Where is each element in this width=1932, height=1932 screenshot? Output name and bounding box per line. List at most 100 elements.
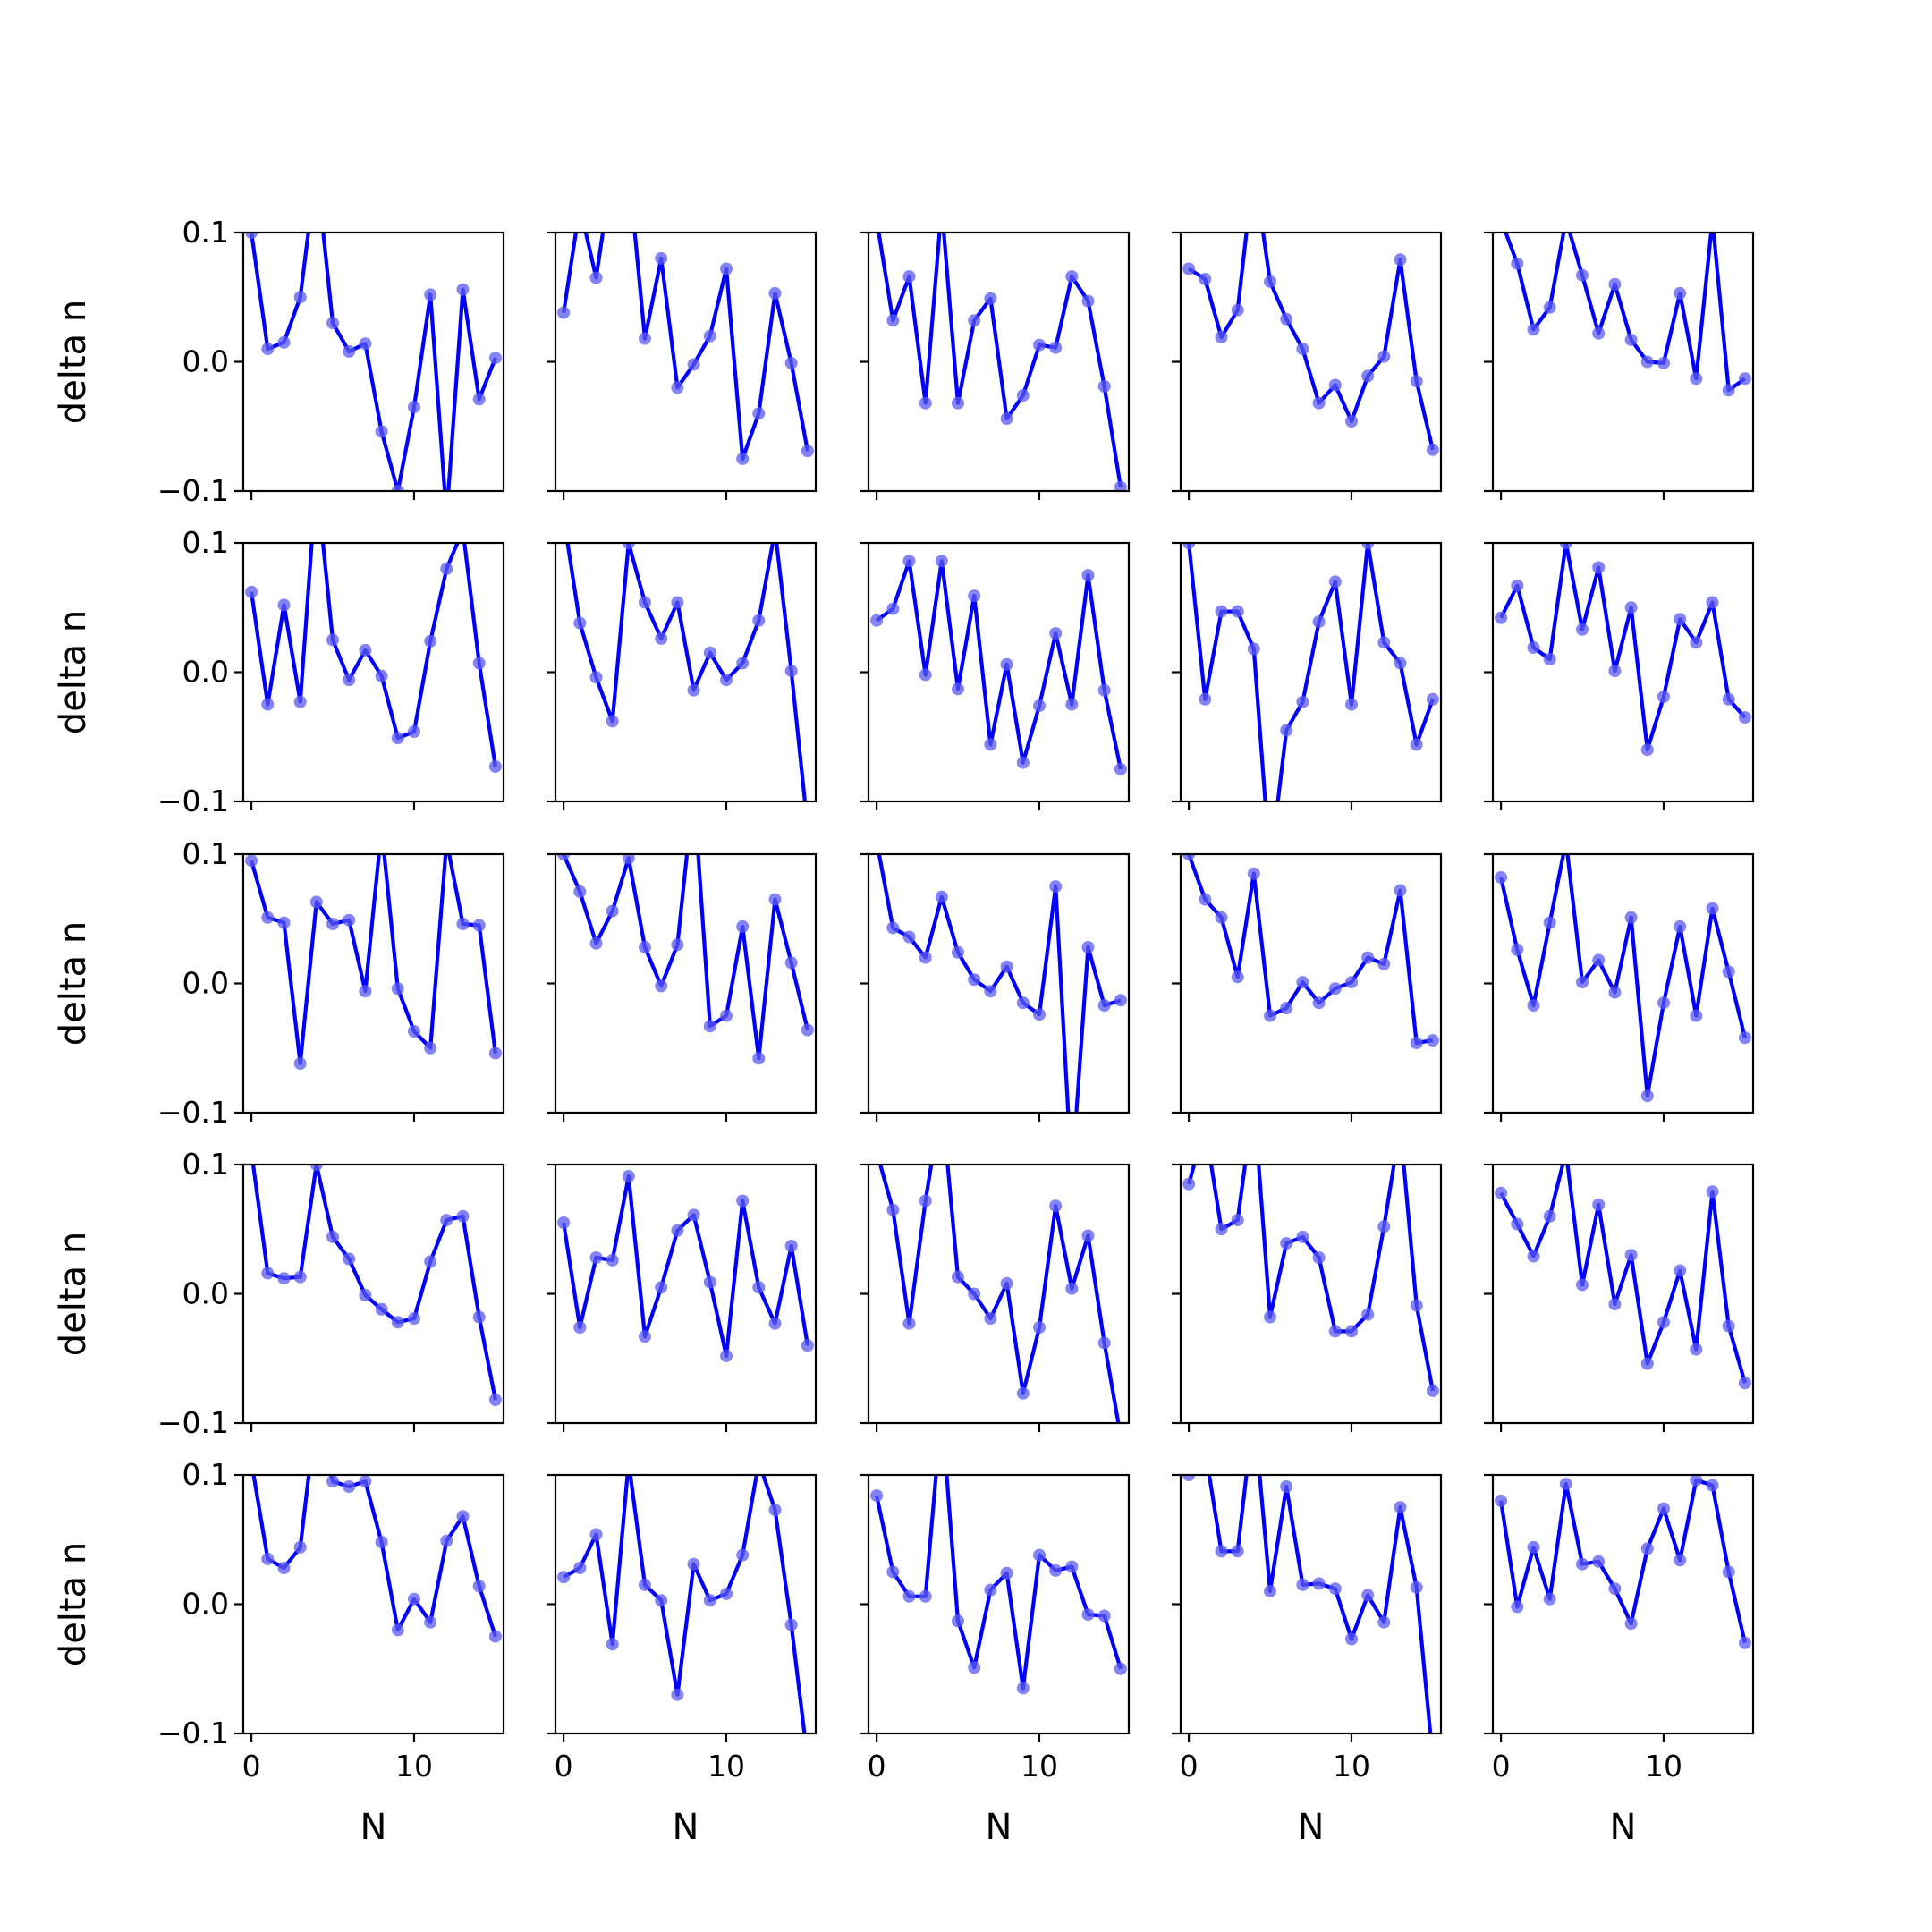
axes-frame <box>1491 541 1755 803</box>
y-tick-label: 0.0 <box>182 966 229 1001</box>
series-line <box>877 854 1122 1113</box>
data-point <box>1722 965 1735 979</box>
subplot-r5-c2: 0 10 N <box>547 1456 818 1848</box>
data-point <box>261 1552 275 1565</box>
data-point <box>1016 996 1030 1010</box>
data-point <box>277 1272 291 1285</box>
data-point <box>968 589 981 603</box>
axes-frame <box>242 231 505 493</box>
data-point <box>639 941 651 953</box>
y-axis-label: delta n <box>53 300 94 424</box>
data-point <box>1328 1325 1342 1338</box>
data-point <box>606 162 619 174</box>
data-point <box>1231 605 1244 618</box>
data-point <box>1410 738 1423 751</box>
data-point <box>472 393 486 406</box>
series-group <box>1495 543 1751 757</box>
data-point <box>1312 1251 1326 1264</box>
data-point <box>245 585 258 598</box>
data-point <box>1328 575 1342 589</box>
data-point <box>752 1281 766 1294</box>
data-point <box>1495 871 1508 884</box>
data-point <box>1065 698 1079 711</box>
data-point <box>391 1316 404 1329</box>
x-axis-label: N <box>1298 1807 1325 1848</box>
data-point <box>472 1310 486 1324</box>
data-point <box>936 1404 948 1417</box>
series-line <box>875 559 1123 770</box>
data-point <box>1640 1357 1654 1370</box>
x-tick-label: 0 <box>555 1749 573 1784</box>
data-point <box>1000 657 1013 671</box>
data-point <box>870 614 884 627</box>
data-point <box>1049 1199 1063 1213</box>
data-point <box>1592 561 1606 574</box>
data-point <box>343 913 356 927</box>
data-point <box>606 904 619 918</box>
data-point <box>309 1165 323 1171</box>
data-point <box>1231 303 1244 317</box>
data-point <box>902 270 916 284</box>
data-point <box>687 358 700 371</box>
data-point <box>736 1548 750 1562</box>
data-point <box>1081 294 1095 308</box>
data-point <box>391 982 404 996</box>
data-point <box>720 674 733 687</box>
data-point <box>1264 1310 1276 1324</box>
data-point <box>687 683 700 697</box>
data-point <box>1328 982 1342 996</box>
data-point <box>655 631 668 645</box>
data-point <box>1657 996 1670 1010</box>
data-point <box>1511 1600 1524 1614</box>
data-point <box>1427 1753 1439 1766</box>
data-point <box>1231 1214 1244 1227</box>
data-point <box>1097 380 1111 393</box>
data-point <box>935 555 948 568</box>
data-point <box>1377 636 1391 649</box>
data-point <box>375 425 388 438</box>
data-point <box>1527 1250 1540 1263</box>
data-point <box>488 760 502 773</box>
x-tick-label: 10 <box>1645 1749 1682 1784</box>
data-point <box>310 1404 323 1417</box>
data-point <box>655 979 668 993</box>
data-point <box>1280 312 1293 326</box>
data-point <box>720 1009 733 1022</box>
data-point <box>623 1456 635 1469</box>
y-tick-label: −0.1 <box>157 784 229 818</box>
data-point <box>359 643 372 657</box>
data-point <box>984 1312 997 1325</box>
data-point <box>261 698 275 711</box>
data-point <box>293 1270 307 1284</box>
data-point <box>1247 867 1260 880</box>
data-point <box>1674 919 1687 933</box>
data-point <box>768 1317 782 1330</box>
data-point <box>424 1041 437 1055</box>
data-point <box>902 1317 916 1330</box>
series-line <box>875 1475 1123 1690</box>
data-point <box>886 1203 900 1216</box>
data-point <box>1312 1577 1326 1590</box>
data-point <box>1576 1278 1589 1292</box>
data-point <box>1312 396 1326 410</box>
data-point <box>1608 1298 1622 1311</box>
data-point <box>573 200 586 213</box>
data-point <box>606 1253 619 1267</box>
data-point <box>1559 1478 1572 1491</box>
data-point <box>1706 902 1719 915</box>
data-point <box>1049 1563 1063 1577</box>
axes-frame <box>1491 852 1755 1114</box>
data-point <box>720 1587 733 1600</box>
data-point <box>784 1240 798 1252</box>
data-point <box>359 985 372 998</box>
data-point <box>952 682 964 696</box>
subplot-r2-c1: −0.1 0.0 0.1 delta n <box>53 525 505 818</box>
data-point <box>1248 1094 1260 1106</box>
series-line <box>1499 1165 1747 1384</box>
series-group <box>870 1404 1127 1695</box>
data-point <box>1511 1217 1524 1231</box>
series-group <box>557 1456 807 1733</box>
axes-frame <box>554 852 818 1114</box>
data-point <box>703 329 716 343</box>
series-line <box>1187 543 1435 801</box>
